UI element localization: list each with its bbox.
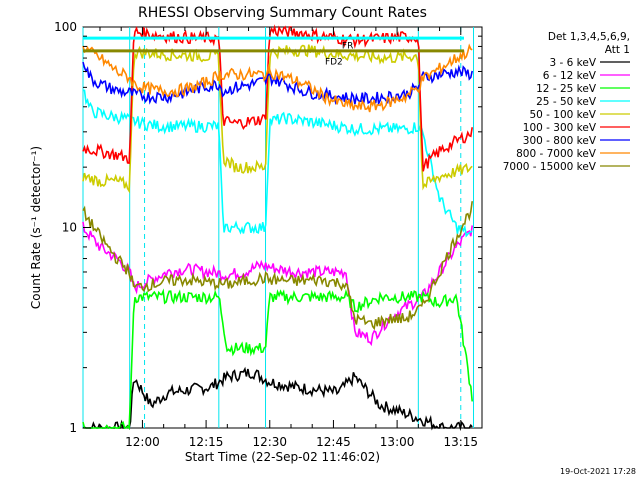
legend-entry-6: 300 - 800 keV [523,135,597,147]
legend-entry-2: 12 - 25 keV [536,83,597,95]
y-tick-label: 10 [62,221,77,235]
legend-entry-5: 100 - 300 keV [523,122,597,134]
chart-title: RHESSI Observing Summary Count Rates [138,5,427,21]
legend-entry-4: 50 - 100 keV [529,109,596,121]
series-line-1 [82,221,473,347]
x-tick-label: 13:15 [443,435,478,449]
annotation-fd2: FD2 [325,58,343,68]
x-axis-label: Start Time (22-Sep-02 11:46:02) [185,450,380,464]
annotation-fr: FR [342,42,353,52]
legend-entry-0: 3 - 6 keV [549,57,596,69]
y-axis-label: Count Rate (s⁻¹ detector⁻¹) [29,146,43,309]
y-tick-label: 1 [69,421,77,435]
x-tick-label: 13:00 [380,435,415,449]
x-tick-label: 12:30 [252,435,287,449]
legend-entry-1: 6 - 12 keV [543,70,597,82]
legend-entry-3: 25 - 50 keV [536,96,597,108]
series-line-6 [82,61,473,107]
legend-header-1: Det 1,3,4,5,6,9, [548,31,630,43]
x-tick-label: 12:00 [125,435,160,449]
series-line-7 [82,43,473,113]
y-tick-label: 100 [54,20,77,34]
series-line-8 [82,201,473,331]
legend-header-2: Att 1 [605,44,630,56]
series-line-3 [82,89,473,238]
series-line-2 [82,288,473,430]
legend-entry-8: 7000 - 15000 keV [503,161,597,173]
legend-entry-7: 800 - 7000 keV [516,148,597,160]
series-line-0 [82,366,473,432]
x-tick-label: 12:15 [189,435,224,449]
x-tick-label: 12:45 [316,435,351,449]
timestamp: 19-Oct-2021 17:28 [560,467,636,476]
series-line-5 [82,24,473,172]
